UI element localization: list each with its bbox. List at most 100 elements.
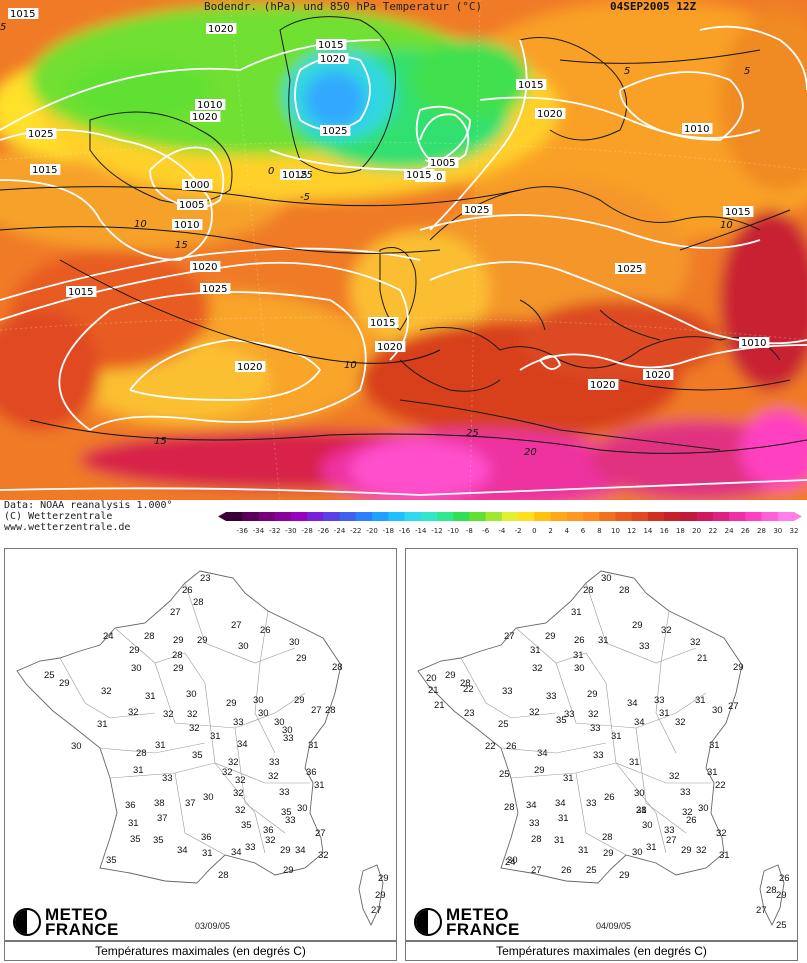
station-temperature: 21 bbox=[697, 653, 708, 664]
station-temperature: 30 bbox=[634, 788, 645, 799]
colorbar-tick-label: 20 bbox=[692, 527, 701, 535]
station-temperature: 28 bbox=[583, 585, 594, 596]
isotherm-label: 10 bbox=[134, 219, 147, 230]
colorbar-tick-label: -20 bbox=[366, 527, 377, 535]
station-temperature: 28 bbox=[531, 834, 542, 845]
region-border bbox=[615, 762, 667, 854]
station-temperature: 29 bbox=[59, 678, 70, 689]
station-temperature: 34 bbox=[627, 698, 638, 709]
colorbar-swatch bbox=[436, 512, 454, 521]
station-temperature: 29 bbox=[445, 670, 456, 681]
france-map-panel-2: 30 28 28 31 29 27 29 26 31 31 31 32 33 32 32 30 29 21 28 33… bbox=[405, 548, 798, 941]
colorbar-swatch bbox=[485, 512, 503, 521]
france-border bbox=[16, 570, 342, 884]
colorbar-tick-label: -30 bbox=[285, 527, 296, 535]
region-border bbox=[184, 582, 296, 664]
station-temperature: 31 bbox=[558, 813, 569, 824]
meteo-france-logo-icon bbox=[13, 908, 41, 936]
station-temperature: 28 bbox=[325, 705, 336, 716]
station-temperature: 33 bbox=[564, 709, 575, 720]
station-temperature: 25 bbox=[776, 920, 787, 931]
isobar-label: 1025 bbox=[200, 283, 231, 295]
colorbar-swatch bbox=[583, 512, 600, 521]
station-temperature: 30 bbox=[632, 847, 643, 858]
svg-text:1010: 1010 bbox=[174, 220, 199, 231]
colorbar-tick-label: -26 bbox=[318, 527, 330, 535]
station-temperature: 33 bbox=[639, 641, 650, 652]
colorbar-swatch bbox=[290, 512, 308, 521]
station-temperature: 25 bbox=[498, 719, 509, 730]
svg-text:1020: 1020 bbox=[320, 54, 345, 65]
svg-text:1000: 1000 bbox=[184, 180, 209, 191]
colorbar-swatch bbox=[453, 512, 470, 521]
isotherm-label: 20 bbox=[524, 447, 537, 458]
isobar-label: 1010 bbox=[682, 123, 713, 135]
station-temperature: 33 bbox=[529, 818, 540, 829]
colorbar-swatch bbox=[404, 512, 422, 521]
colorbar-swatch bbox=[501, 512, 519, 521]
isotherm-label: 0 bbox=[268, 166, 274, 177]
station-temperature: 27 bbox=[531, 865, 542, 876]
isobar-label: 1025 bbox=[26, 128, 57, 140]
isobar-label: 1015 bbox=[8, 8, 39, 20]
colorbar-swatch bbox=[712, 512, 730, 521]
station-temperature: 31 bbox=[202, 848, 213, 859]
station-temperature: 31 bbox=[571, 607, 582, 618]
station-temperature: 31 bbox=[155, 740, 166, 751]
station-temperature: 33 bbox=[590, 723, 601, 734]
station-temperature: 31 bbox=[636, 805, 647, 816]
station-temperature: 26 bbox=[686, 815, 697, 826]
isobar-label: 1005 bbox=[177, 199, 208, 211]
station-temperature: 30 bbox=[289, 637, 300, 648]
region-border bbox=[605, 682, 711, 784]
station-temperature: 33 bbox=[269, 757, 280, 768]
colorbar-swatch bbox=[566, 512, 584, 521]
region-border bbox=[99, 742, 206, 754]
svg-text:1025: 1025 bbox=[617, 264, 642, 275]
svg-text:1010: 1010 bbox=[197, 100, 222, 111]
colorbar-tick-label: 26 bbox=[741, 527, 750, 535]
region-border bbox=[204, 682, 310, 784]
station-temperature: 27 bbox=[756, 905, 767, 916]
station-temperature: 31 bbox=[133, 765, 144, 776]
colorbar-tick-label: -28 bbox=[301, 527, 312, 535]
station-temperature: 37 bbox=[157, 813, 168, 824]
station-temperature: 29 bbox=[587, 689, 598, 700]
station-temperature: 30 bbox=[574, 663, 585, 674]
colorbar-tick-label: 12 bbox=[627, 527, 636, 535]
station-temperature: 30 bbox=[297, 803, 308, 814]
svg-text:1015: 1015 bbox=[68, 287, 93, 298]
station-temperature: 29 bbox=[545, 631, 556, 642]
colorbar-tick-label: -16 bbox=[399, 527, 411, 535]
region-border bbox=[500, 742, 607, 754]
meteo-france-logo: METEO FRANCE bbox=[13, 906, 119, 938]
station-temperature: 29 bbox=[378, 873, 389, 884]
colorbar-swatch bbox=[388, 512, 406, 521]
colorbar-swatch bbox=[664, 512, 681, 521]
svg-text:1020: 1020 bbox=[192, 112, 217, 123]
station-temperature: 36 bbox=[201, 832, 212, 843]
station-temperature: 35 bbox=[556, 715, 567, 726]
station-temperature: 29 bbox=[197, 635, 208, 646]
colorbar-swatch bbox=[469, 512, 487, 521]
station-temperature: 33 bbox=[593, 750, 604, 761]
station-temperature: 27 bbox=[311, 705, 322, 716]
logo-text: METEO FRANCE bbox=[446, 905, 520, 939]
station-temperature: 29 bbox=[681, 845, 692, 856]
station-temperature: 37 bbox=[185, 798, 196, 809]
region-border bbox=[460, 657, 557, 719]
station-temperature: 28 bbox=[766, 885, 777, 896]
station-temperature: 23 bbox=[200, 573, 211, 584]
station-temperature: 33 bbox=[586, 798, 597, 809]
region-border bbox=[254, 610, 276, 754]
colorbar-tick-label: -36 bbox=[236, 527, 248, 535]
station-temperature: 30 bbox=[601, 573, 612, 584]
colorbar-swatch bbox=[226, 512, 243, 521]
station-temperature: 32 bbox=[189, 723, 200, 734]
colorbar-swatch bbox=[518, 512, 535, 521]
station-temperature: 31 bbox=[530, 645, 541, 656]
france-map-panel-1: 23 26 28 27 27 24 28 29 29 29 28 26 30 30 30 29 25 29 29 32… bbox=[4, 548, 397, 941]
svg-text:1020: 1020 bbox=[208, 24, 233, 35]
station-temperature: 32 bbox=[532, 663, 543, 674]
